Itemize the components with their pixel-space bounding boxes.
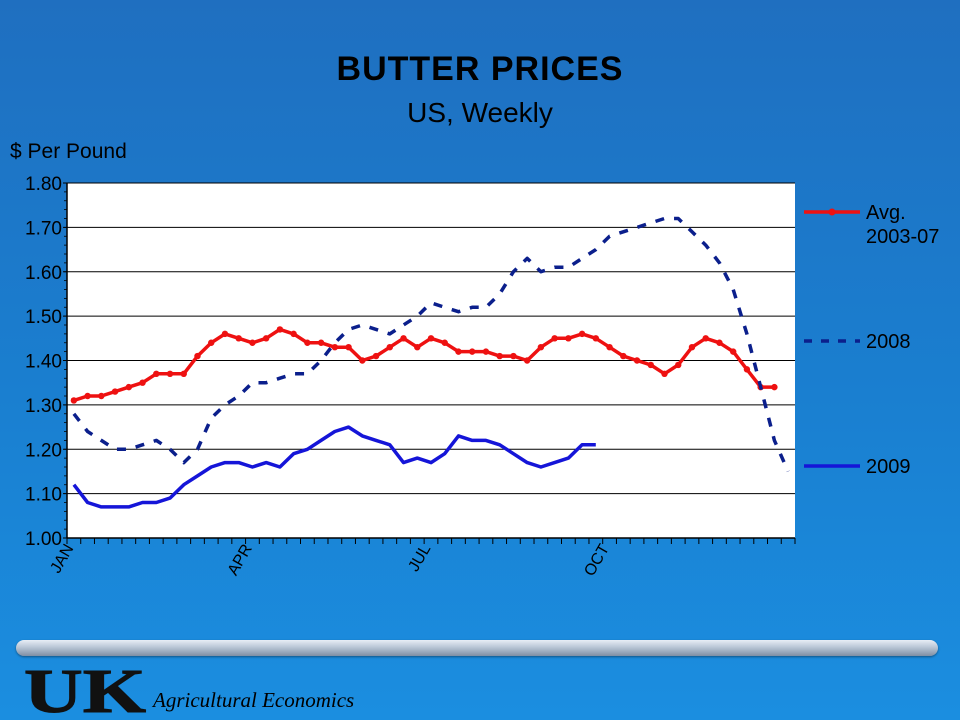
series-point	[688, 343, 696, 351]
series-point	[276, 326, 284, 333]
series-point	[578, 330, 586, 338]
x-tick-label: JUL	[406, 541, 435, 574]
department-name: Agricultural Economics	[153, 688, 355, 712]
series-point	[208, 339, 215, 346]
chart-subtitle: US, Weekly	[407, 97, 553, 128]
series-point	[414, 343, 421, 351]
svg-text:UK: UK	[24, 660, 146, 716]
series-point	[98, 392, 105, 400]
y-axis-label: $ Per Pound	[10, 140, 127, 163]
series-point	[317, 339, 325, 346]
y-tick-label: 1.50	[25, 307, 62, 328]
series-point	[661, 370, 668, 378]
series-point	[510, 352, 517, 360]
y-tick-label: 1.00	[25, 529, 62, 550]
y-tick-label: 1.20	[25, 440, 62, 461]
series-point	[304, 339, 311, 346]
chart-title: BUTTER PRICES	[336, 50, 624, 88]
y-tick-label: 1.60	[25, 263, 62, 284]
footer-divider-bar	[16, 640, 938, 656]
series-point	[221, 330, 229, 338]
series-point	[729, 348, 737, 355]
series-point	[427, 335, 435, 342]
series-point	[469, 348, 476, 355]
y-tick-label: 1.70	[25, 218, 62, 239]
series-point	[716, 339, 723, 346]
series-point	[153, 370, 160, 378]
series-point	[441, 339, 448, 346]
series-point	[125, 383, 133, 391]
series-point	[194, 352, 201, 360]
legend-label-2: 2009	[866, 456, 911, 478]
series-point	[249, 339, 256, 346]
y-tick-label: 1.30	[25, 396, 62, 417]
series-point	[180, 370, 187, 378]
series-point	[496, 352, 503, 360]
series-line-2	[72, 425, 596, 509]
x-tick-label: OCT	[581, 541, 613, 579]
series-point	[345, 343, 352, 351]
series-point	[290, 330, 297, 338]
series-point	[482, 348, 490, 355]
series-point	[386, 343, 393, 351]
series-point	[647, 361, 654, 369]
series-point	[702, 335, 709, 342]
x-tick-label: APR	[225, 542, 256, 579]
series-point	[771, 383, 778, 391]
series-point	[139, 379, 146, 386]
series-point	[70, 397, 78, 404]
series-point	[523, 357, 531, 364]
series-point	[166, 370, 174, 378]
series-point	[84, 392, 91, 400]
series-point	[359, 357, 366, 364]
series-point	[620, 352, 627, 360]
series-point	[675, 361, 682, 369]
series-point	[262, 335, 270, 342]
series-point	[331, 343, 339, 351]
legend-marker	[828, 208, 836, 216]
y-tick-label: 1.40	[25, 352, 62, 373]
legend-label-1: 2008	[866, 331, 911, 353]
series-point	[400, 335, 407, 342]
legend-label-0: Avg. 2003-07	[866, 202, 939, 248]
series-point	[537, 343, 545, 351]
series-point	[455, 348, 462, 355]
series-point	[606, 343, 613, 351]
series-point	[235, 335, 242, 342]
series-point	[743, 366, 751, 373]
series-point	[633, 357, 641, 364]
series-point	[551, 335, 558, 342]
series-line-0	[73, 327, 775, 403]
series-point	[592, 335, 600, 342]
series-point	[565, 335, 572, 342]
uk-logo: UK	[24, 660, 147, 716]
y-tick-label: 1.10	[25, 485, 62, 506]
series-point	[111, 388, 119, 395]
series-point	[372, 352, 380, 360]
y-tick-label: 1.80	[25, 174, 62, 195]
